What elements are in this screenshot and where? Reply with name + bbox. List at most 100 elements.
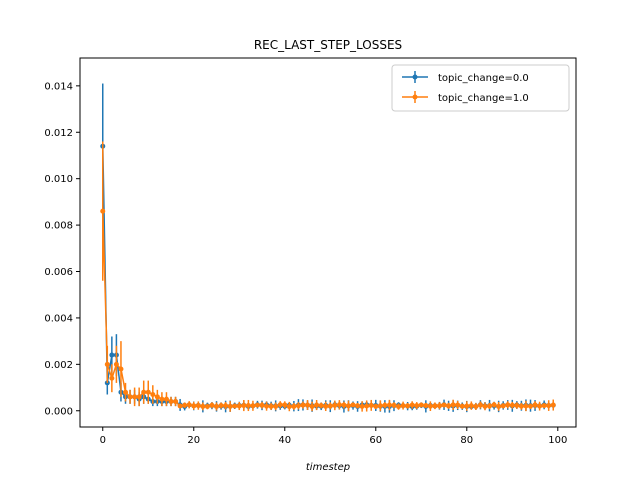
data-point [232,403,238,409]
data-point [336,402,342,408]
data-point [159,396,165,402]
y-axis-ticks: 0.000 0.002 0.004 0.006 0.008 0.010 0.012 0.014 [44,81,80,417]
data-point [377,403,383,409]
y-tick-label: 0.010 [44,174,73,185]
data-point [286,404,292,410]
legend-entry-topic-change-0: topic_change=0.0 [402,71,529,84]
data-point [141,389,147,395]
y-tick-label: 0.012 [44,128,73,139]
data-point [505,402,511,408]
data-point [473,404,479,410]
data-point [173,398,179,404]
data-point [300,402,306,408]
data-point [295,403,301,409]
data-point [546,403,552,409]
data-point [432,403,438,409]
data-point [200,403,206,409]
y-tick-label: 0.000 [44,406,73,417]
data-point [259,402,265,408]
data-point [518,403,524,409]
legend-entry-topic-change-1: topic_change=1.0 [402,91,529,104]
data-point [214,403,220,409]
data-point [532,402,538,408]
data-point [427,403,433,409]
data-point [487,403,493,409]
data-point [314,402,320,408]
data-point [541,403,547,409]
data-point [386,402,392,408]
data-point [163,396,169,402]
data-point [496,403,502,409]
data-point [323,403,329,409]
data-point [527,403,533,409]
data-point [405,403,411,409]
data-point [509,402,515,408]
data-point [350,402,356,408]
x-tick-label: 80 [460,435,473,446]
data-point [491,402,497,408]
legend-swatch-marker [412,74,418,80]
legend-label: topic_change=0.0 [438,73,529,84]
data-point [195,403,201,409]
data-point [127,394,133,400]
data-point [514,403,520,409]
legend-label: topic_change=1.0 [438,93,529,104]
data-point [186,402,192,408]
data-point [441,402,447,408]
data-point [477,402,483,408]
data-point [204,403,210,409]
data-point [423,403,429,409]
data-point [373,403,379,409]
data-point [391,402,397,408]
data-point [400,403,406,409]
data-point [273,403,279,409]
x-tick-label: 40 [278,435,291,446]
data-point [227,403,233,409]
data-point [468,403,474,409]
y-tick-label: 0.002 [44,360,73,371]
data-point [418,402,424,408]
data-point [318,402,324,408]
x-tick-label: 60 [369,435,382,446]
data-point [136,394,142,400]
data-point [182,402,188,408]
data-point [414,403,420,409]
data-point [396,404,402,410]
data-point [268,403,274,409]
chart-title: REC_LAST_STEP_LOSSES [254,38,402,52]
plot-area [80,58,576,427]
data-point [236,403,242,409]
y-tick-label: 0.014 [44,81,73,92]
data-point [209,402,215,408]
data-point [241,403,247,409]
data-point [132,394,138,400]
data-point [459,403,465,409]
data-point [223,403,229,409]
data-point [446,403,452,409]
data-point [368,402,374,408]
data-point [409,402,415,408]
data-point [455,402,461,408]
data-point [341,402,347,408]
y-tick-label: 0.004 [44,313,73,324]
plot-frame [79,57,577,428]
data-point [109,375,115,381]
series-topic-change-1 [100,141,556,412]
data-point [277,402,283,408]
data-point [250,403,256,409]
data-point [305,402,311,408]
x-tick-label: 100 [548,435,567,446]
legend-box [391,64,570,112]
data-point [450,402,456,408]
data-point [150,392,156,398]
data-point [177,403,183,409]
data-point [264,403,270,409]
data-point [245,403,251,409]
data-point [104,361,110,367]
data-point [327,403,333,409]
data-point [113,361,119,367]
data-point [154,394,160,400]
legend-swatch-marker [412,94,418,100]
y-tick-label: 0.008 [44,221,73,232]
